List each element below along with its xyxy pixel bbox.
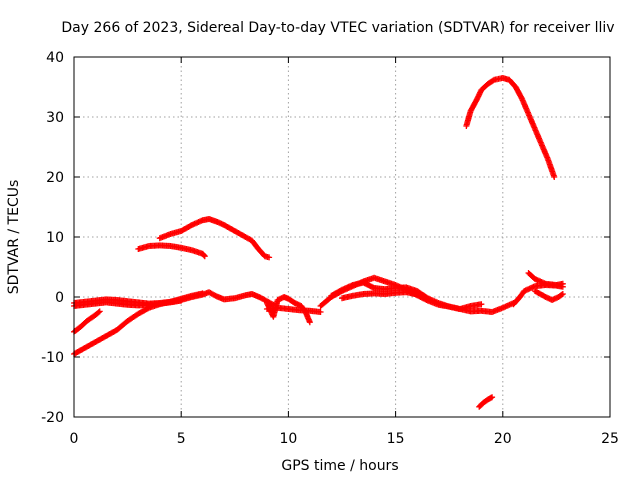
y-tick-label: 0 [55,290,64,306]
data-point [551,174,558,180]
x-tick-label: 10 [279,431,297,447]
series-arc-5 [135,242,208,260]
data-point [306,319,313,326]
data-point [478,301,485,308]
data-point [96,308,103,315]
series-arc-8 [263,304,324,315]
series-arc-12 [463,75,558,180]
x-tick-label: 0 [70,431,79,447]
y-tick-label: 40 [46,50,64,66]
series-arc-16 [531,288,566,303]
data-point [199,290,206,297]
data-point [559,291,566,297]
y-tick-label: 20 [46,170,64,186]
y-tick-label: -20 [41,410,64,426]
data-point [266,254,273,261]
data-point [317,309,324,315]
tick-labels: 0 5 10 15 20 25 -20 -10 0 10 20 30 40 [41,50,619,447]
series-arc-15 [525,270,566,288]
x-tick-label: 5 [177,431,186,447]
ticks [73,56,611,418]
data-point [95,309,102,316]
series-arc-11 [339,289,421,302]
x-axis-label: GPS time / hours [281,458,398,474]
y-tick-label: 10 [46,230,64,246]
series-arc-6 [156,216,273,261]
data-point [201,253,208,260]
chart-title: Day 266 of 2023, Sidereal Day-to-day VTE… [61,20,614,36]
data-point [489,394,496,401]
data-point [558,291,565,298]
x-tick-label: 15 [387,431,405,447]
x-tick-label: 20 [494,431,512,447]
data-point [559,280,566,287]
data-point [414,291,421,298]
series-arc-4 [71,290,206,357]
data-point [201,252,208,259]
data-points [71,75,566,410]
y-axis-label: SDTVAR / TECUs [6,180,22,295]
y-tick-label: 30 [46,110,64,126]
y-tick-label: -10 [41,350,64,366]
series-arc-13 [476,394,496,410]
x-tick-label: 25 [601,431,619,447]
series-arc-10 [328,279,485,312]
